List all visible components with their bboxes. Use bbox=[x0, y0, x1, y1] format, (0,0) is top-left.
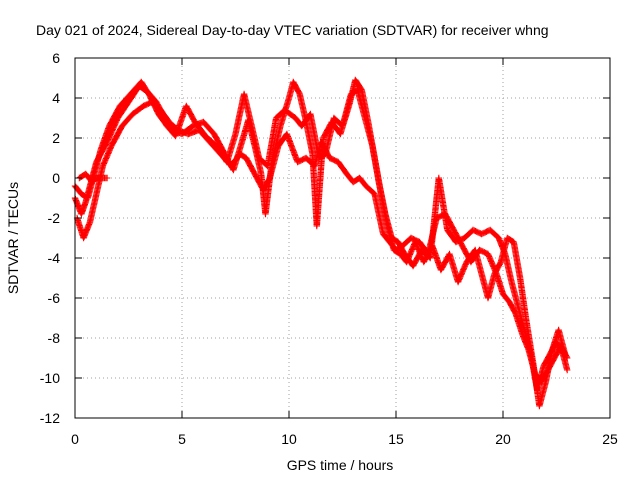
y-tick-label: -4 bbox=[48, 250, 61, 266]
chart-title: Day 021 of 2024, Sidereal Day-to-day VTE… bbox=[36, 22, 549, 38]
y-tick-label: -6 bbox=[48, 290, 61, 306]
y-axis-label: SDTVAR / TECUs bbox=[5, 182, 21, 294]
y-tick-label: 2 bbox=[52, 130, 60, 146]
data-point-marker bbox=[563, 353, 570, 360]
y-tick-label: -8 bbox=[48, 330, 61, 346]
data-point-marker bbox=[564, 366, 571, 374]
y-tick-label: -2 bbox=[48, 210, 61, 226]
y-tick-label: 6 bbox=[52, 50, 60, 66]
y-tick-label: 0 bbox=[52, 170, 60, 186]
y-tick-label: 4 bbox=[52, 90, 60, 106]
x-tick-label: 5 bbox=[178, 431, 186, 447]
x-axis-label: GPS time / hours bbox=[287, 457, 394, 473]
data-marks bbox=[71, 76, 571, 410]
data-point-marker bbox=[564, 354, 571, 362]
series-track-c bbox=[73, 98, 571, 386]
x-tick-label: 15 bbox=[388, 431, 404, 447]
plot-frame bbox=[74, 57, 611, 419]
x-tick-label: 25 bbox=[602, 431, 618, 447]
x-tick-label: 0 bbox=[71, 431, 79, 447]
data-point-marker bbox=[103, 174, 111, 182]
y-tick-label: -12 bbox=[40, 410, 60, 426]
x-tick-label: 10 bbox=[281, 431, 297, 447]
x-tick-label: 20 bbox=[495, 431, 511, 447]
series-track-d bbox=[76, 170, 111, 186]
y-tick-label: -10 bbox=[40, 370, 60, 386]
